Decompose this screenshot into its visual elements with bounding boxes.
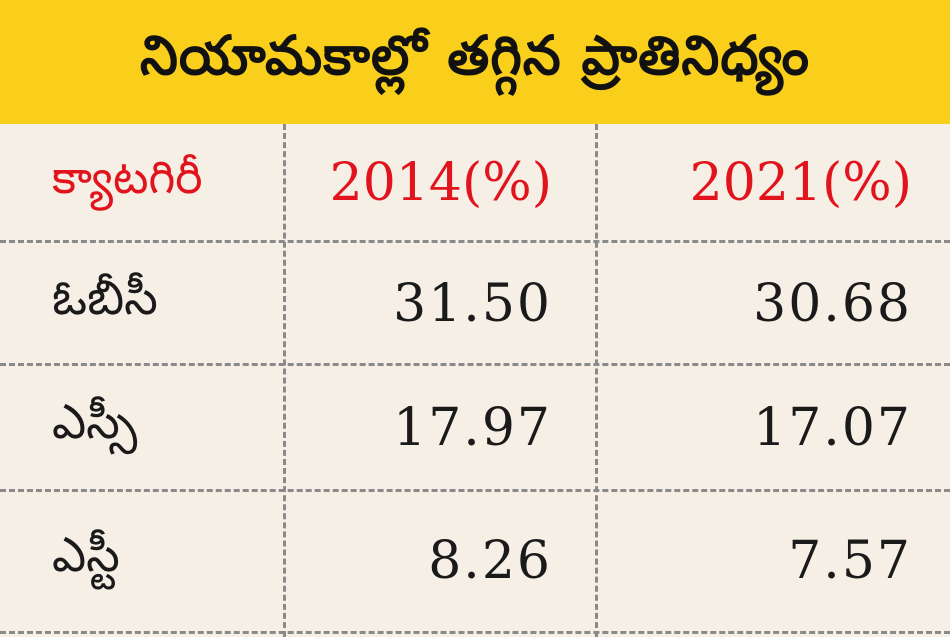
value-2021: 7.57 [788, 531, 912, 591]
row-category-cell: ఎస్సీ [0, 365, 284, 491]
column-header-2014: 2014(%) [329, 153, 552, 213]
row-category-cell: ఎస్టీ [0, 491, 284, 631]
row-category-label: ఎస్సీ [52, 394, 138, 450]
column-header-2021: 2021(%) [689, 153, 912, 213]
data-table: క్యాటగిరీ 2014(%) 2021(%) ఓబీసీ 31.50 30… [0, 124, 950, 637]
row-value-2021-cell: 17.07 [596, 365, 950, 491]
column-divider [283, 124, 286, 637]
header-cell-2021: 2021(%) [596, 124, 950, 242]
row-divider [0, 631, 950, 634]
value-2014: 17.97 [393, 398, 552, 458]
value-2014: 31.50 [393, 273, 552, 334]
row-divider [0, 489, 950, 492]
row-value-2014-cell: 8.26 [284, 491, 596, 631]
table-row: ఎస్సీ 17.97 17.07 [0, 365, 950, 491]
column-header-category: క్యాటగిరీ [52, 150, 203, 204]
row-divider [0, 363, 950, 366]
header-cell-2014: 2014(%) [284, 124, 596, 242]
row-value-2014-cell: 31.50 [284, 242, 596, 365]
row-value-2021-cell: 7.57 [596, 491, 950, 631]
row-category-label: ఎస్టీ [52, 527, 120, 583]
row-value-2021-cell: 30.68 [596, 242, 950, 365]
row-divider [0, 240, 950, 243]
page-title: నియామకాల్లో తగ్గిన ప్రాతినిధ్యం [139, 23, 810, 87]
header-cell-category: క్యాటగిరీ [0, 124, 284, 242]
value-2021: 30.68 [753, 273, 912, 334]
row-category-cell: ఓబీసీ [0, 242, 284, 365]
table-header-row: క్యాటగిరీ 2014(%) 2021(%) [0, 124, 950, 242]
column-divider [595, 124, 598, 637]
row-category-label: ఓబీసీ [52, 269, 158, 326]
title-bar: నియామకాల్లో తగ్గిన ప్రాతినిధ్యం [0, 0, 950, 124]
value-2014: 8.26 [428, 531, 552, 591]
table-row: ఓబీసీ 31.50 30.68 [0, 242, 950, 365]
value-2021: 17.07 [753, 398, 912, 458]
row-value-2014-cell: 17.97 [284, 365, 596, 491]
table-row: ఎస్టీ 8.26 7.57 [0, 491, 950, 631]
